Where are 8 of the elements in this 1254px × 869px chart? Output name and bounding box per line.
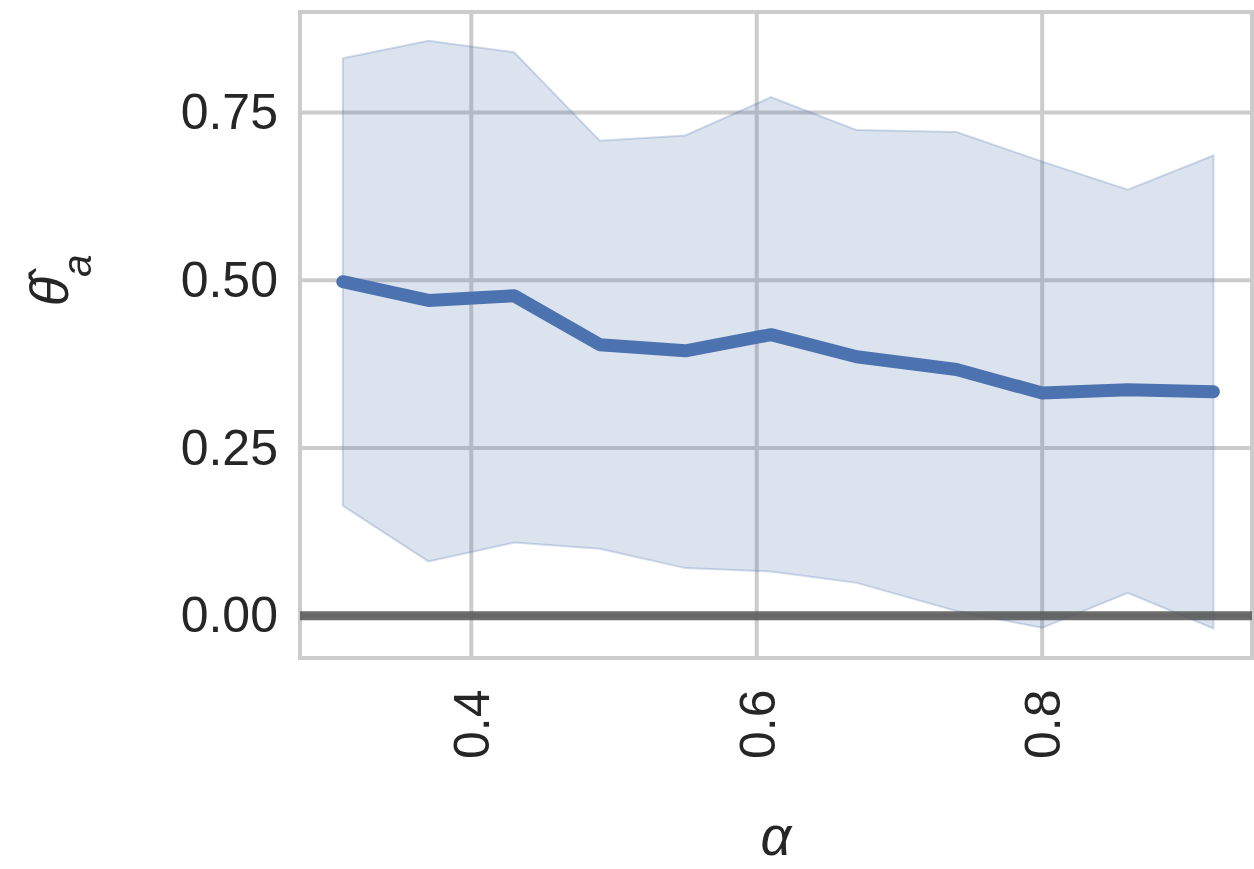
- y-tick-label: 0.00: [180, 587, 278, 644]
- x-tick-label: 0.6: [729, 689, 786, 760]
- x-tick-label: 0.4: [444, 689, 501, 760]
- y-tick-label: 0.75: [180, 84, 278, 141]
- x-tick-label: 0.8: [1015, 689, 1072, 760]
- y-tick-label: 0.25: [180, 419, 278, 476]
- x-axis-title: α: [760, 806, 794, 866]
- y-tick-label: 0.50: [180, 251, 278, 308]
